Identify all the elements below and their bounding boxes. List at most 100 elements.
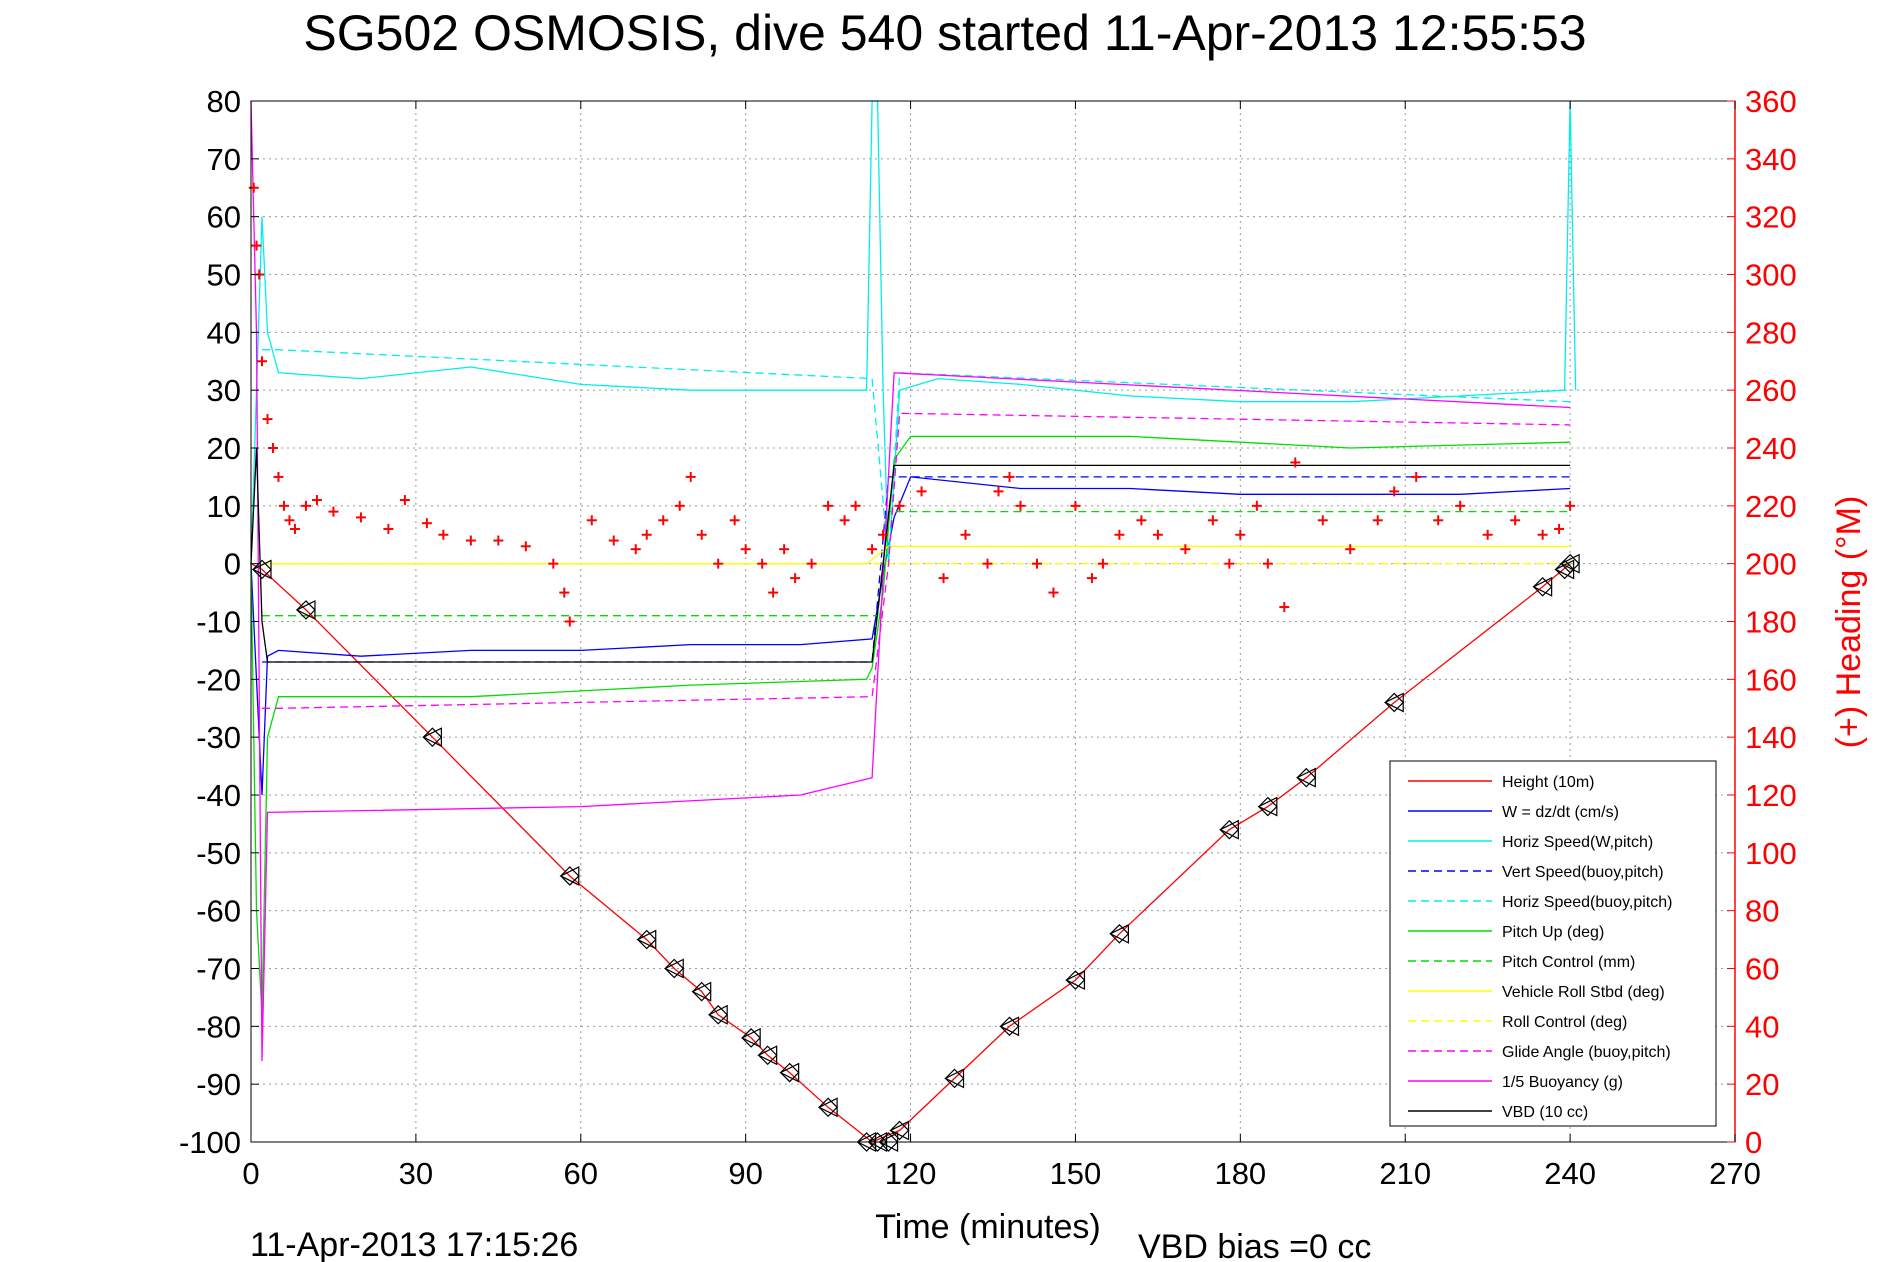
heading-marker [658,515,669,526]
heading-marker [1565,500,1576,511]
heading-marker [757,558,768,569]
heading-marker [1433,515,1444,526]
heading-layer [248,182,1576,627]
heading-marker [1455,500,1466,511]
legend-entry: 1/5 Buoyancy (g) [1408,1074,1623,1091]
legend-entry: W = dz/dt (cm/s) [1408,804,1619,821]
legend-entry: Glide Angle (buoy,pitch) [1408,1044,1671,1061]
y2-tick-label: 180 [1745,605,1797,640]
x-tick-label: 90 [728,1156,762,1191]
y2-tick-label: 240 [1745,431,1797,466]
heading-marker [806,558,817,569]
y2-tick-label: 340 [1745,142,1797,177]
heading-marker [713,558,724,569]
height-marker [889,1120,910,1141]
legend-entry: Roll Control (deg) [1408,1014,1627,1031]
heading-marker [1152,529,1163,540]
heading-marker [867,544,878,555]
heading-marker [982,558,993,569]
y-tick-label: -20 [196,662,241,697]
heading-marker [438,529,449,540]
y-tick-label: -60 [196,894,241,929]
heading-marker [1086,573,1097,584]
heading-marker [1136,515,1147,526]
y-tick-label: -100 [179,1125,241,1160]
heading-marker [399,495,410,506]
legend-label: Roll Control (deg) [1502,1014,1627,1031]
y-tick-label: 30 [207,373,241,408]
heading-marker [1537,529,1548,540]
height-marker [1383,692,1405,713]
legend-label: Pitch Control (mm) [1502,954,1635,971]
heading-marker [1070,500,1081,511]
series-horiz-speed-buoy-pitch [262,349,1571,564]
legend-label: Horiz Speed(buoy,pitch) [1502,894,1672,911]
y2-tick-label: 160 [1745,662,1797,697]
heading-marker [1031,558,1042,569]
x-tick-label: 210 [1379,1156,1431,1191]
heading-marker [1317,515,1328,526]
y2-tick-label: 320 [1745,200,1797,235]
series-horiz-speed-w-pitch [250,100,1577,564]
heading-marker [1345,544,1356,555]
heading-marker [300,500,311,511]
y-tick-label: 80 [207,84,241,119]
y2-tick-label: 360 [1745,84,1797,119]
height-marker [691,981,712,1002]
y-tick-label: 70 [207,142,241,177]
legend-entry: Vert Speed(buoy,pitch) [1408,864,1664,881]
series-glide-angle-buoy-pitch [262,412,1571,709]
legend-entry: Pitch Control (mm) [1408,954,1635,971]
y2-tick-label: 120 [1745,778,1797,813]
y2-tick-label: 60 [1745,952,1779,987]
y-tick-label: -80 [196,1009,241,1044]
x-tick-label: 180 [1214,1156,1266,1191]
heading-marker [421,518,432,529]
legend-label: W = dz/dt (cm/s) [1502,804,1619,821]
y2-tick-label: 0 [1745,1125,1762,1160]
heading-marker [355,512,366,523]
legend-entry: Horiz Speed(W,pitch) [1408,834,1653,851]
y-tick-label: -30 [196,720,241,755]
heading-marker [740,544,751,555]
y-tick-label: -90 [196,1067,241,1102]
heading-marker [1224,558,1235,569]
y-tick-label: -50 [196,836,241,871]
y2-tick-label: 20 [1745,1067,1779,1102]
y-tick-label: 60 [207,200,241,235]
footer-timestamp: 11-Apr-2013 17:15:26 [250,1226,578,1262]
heading-marker [641,529,652,540]
heading-marker [251,240,262,251]
chart-title: SG502 OSMOSIS, dive 540 started 11-Apr-2… [303,5,1586,61]
heading-marker [685,471,696,482]
series-height-10m [250,563,1571,1143]
y2-tick-label: 80 [1745,894,1779,929]
marker-layer [251,553,1580,1152]
y2-tick-label: 220 [1745,489,1797,524]
y-tick-label: -40 [196,778,241,813]
heading-marker [1180,544,1191,555]
legend-entry: VBD (10 cc) [1408,1104,1588,1121]
heading-marker [779,544,790,555]
legend-entry: Vehicle Roll Stbd (deg) [1408,984,1665,1001]
heading-marker [1097,558,1108,569]
legend-label: Pitch Up (deg) [1502,924,1604,941]
heading-marker [465,535,476,546]
y-tick-label: 20 [207,431,241,466]
y2-tick-label: 300 [1745,258,1797,293]
height-marker [1295,767,1317,788]
series-w-dz-dt-cm-s [250,476,1571,796]
heading-marker [768,587,779,598]
x-tick-label: 0 [242,1156,259,1191]
heading-marker [328,506,339,517]
height-marker [559,865,580,886]
legend-label: VBD (10 cc) [1502,1104,1588,1121]
y2-tick-label: 100 [1745,836,1797,871]
heading-marker [1004,471,1015,482]
heading-marker [1251,500,1262,511]
heading-marker [1482,529,1493,540]
series-vehicle-roll-stbd-deg [262,545,1571,565]
y-tick-label: 50 [207,258,241,293]
heading-marker [1372,515,1383,526]
